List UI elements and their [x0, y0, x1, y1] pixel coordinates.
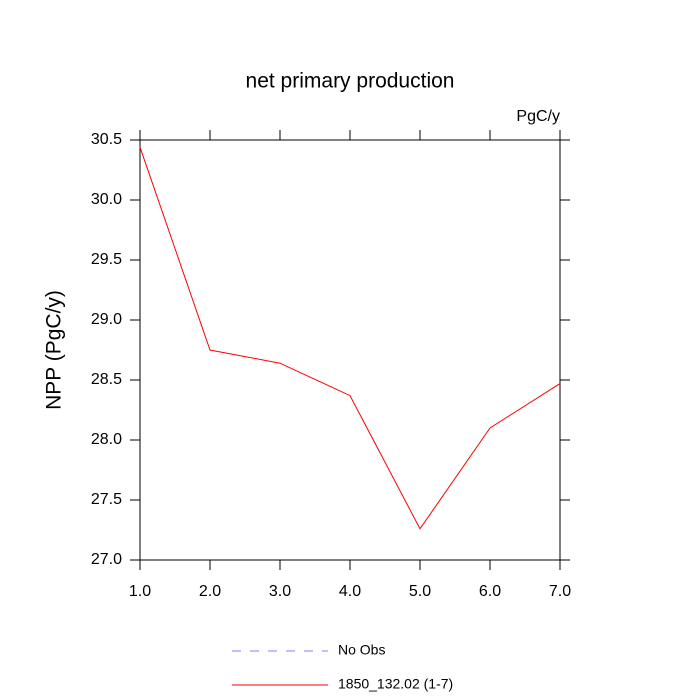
x-tick-label: 7.0 [549, 583, 571, 600]
y-tick-label: 30.0 [91, 191, 122, 208]
x-tick-label: 5.0 [409, 583, 431, 600]
y-tick-label: 29.0 [91, 311, 122, 328]
x-tick-label: 6.0 [479, 583, 501, 600]
y-tick-label: 27.5 [91, 491, 122, 508]
chart-title: net primary production [246, 70, 455, 93]
plot-frame [139, 139, 561, 561]
x-tick-label: 4.0 [339, 583, 361, 600]
x-tick-label: 3.0 [269, 583, 291, 600]
y-tick-label: 28.0 [91, 431, 122, 448]
y-tick-label: 29.5 [91, 251, 122, 268]
legend-label: 1850_132.02 (1-7) [338, 676, 453, 692]
legend-label: No Obs [338, 642, 385, 658]
y-axis-label: NPP (PgC/y) [43, 290, 66, 410]
y-tick-label: 30.5 [91, 131, 122, 148]
x-tick-label: 2.0 [199, 583, 221, 600]
y-tick-label: 28.5 [91, 371, 122, 388]
y-tick-label: 27.0 [91, 551, 122, 568]
units-label: PgC/y [516, 108, 560, 125]
data-line [139, 147, 561, 530]
x-tick-label: 1.0 [129, 583, 151, 600]
